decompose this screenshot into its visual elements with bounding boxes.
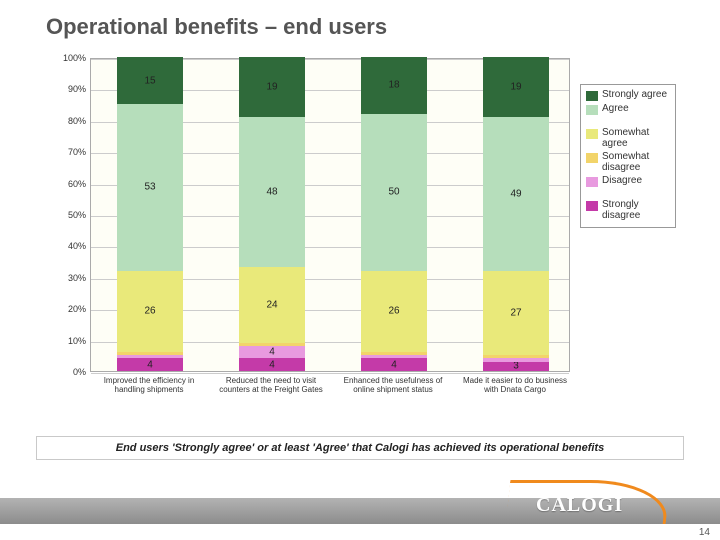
page-number: 14 xyxy=(699,527,710,538)
bar-segment: 4 xyxy=(239,358,305,371)
y-axis-tick: 50% xyxy=(50,210,86,220)
legend-swatch-icon xyxy=(586,201,598,211)
bar-segment: 24 xyxy=(239,267,305,342)
y-axis-tick: 60% xyxy=(50,179,86,189)
bar-value-label: 15 xyxy=(117,75,183,86)
brand-logo: CALOGI xyxy=(522,484,662,526)
bar-segment xyxy=(361,352,427,355)
legend-label: Somewhat agree xyxy=(602,127,670,149)
bar-value-label: 4 xyxy=(239,347,305,358)
legend-swatch-icon xyxy=(586,153,598,163)
y-axis-tick: 40% xyxy=(50,241,86,251)
legend-item: Strongly disagree xyxy=(586,199,670,221)
bar-value-label: 53 xyxy=(117,182,183,193)
grid-line xyxy=(91,373,569,374)
bar-segment: 4 xyxy=(239,346,305,359)
legend-item: Strongly agree xyxy=(586,89,670,101)
legend-item: Somewhat agree xyxy=(586,127,670,149)
legend-swatch-icon xyxy=(586,91,598,101)
bar-segment xyxy=(117,352,183,355)
bar-value-label: 4 xyxy=(117,359,183,370)
legend-label: Strongly disagree xyxy=(602,199,670,221)
bar-value-label: 4 xyxy=(239,359,305,370)
y-axis-tick: 90% xyxy=(50,84,86,94)
bar-value-label: 24 xyxy=(239,300,305,311)
x-axis-label: Enhanced the usefulness of online shipme… xyxy=(338,376,448,394)
bar-value-label: 49 xyxy=(483,188,549,199)
bar-segment: 15 xyxy=(117,57,183,104)
bar-segment: 18 xyxy=(361,57,427,114)
bar-segment xyxy=(483,355,549,358)
legend-label: Somewhat disagree xyxy=(602,151,670,173)
bar-segment: 26 xyxy=(361,271,427,353)
bar-segment: 4 xyxy=(117,358,183,371)
legend-swatch-icon xyxy=(586,129,598,139)
legend-item: Agree xyxy=(586,103,670,115)
bar-segment: 53 xyxy=(117,104,183,270)
y-axis-tick: 20% xyxy=(50,304,86,314)
bar-segment: 50 xyxy=(361,114,427,271)
caption-text: End users 'Strongly agree' or at least '… xyxy=(116,442,605,454)
legend-label: Strongly agree xyxy=(602,89,667,100)
bar-value-label: 3 xyxy=(483,361,549,372)
chart-legend: Strongly agree Agree Somewhat agreeSomewha… xyxy=(580,84,676,228)
bar-segment: 26 xyxy=(117,271,183,353)
logo-text: CALOGI xyxy=(536,494,623,517)
bar-value-label: 19 xyxy=(483,81,549,92)
y-axis-tick: 80% xyxy=(50,116,86,126)
legend-item: Disagree xyxy=(586,175,670,187)
y-axis-tick: 70% xyxy=(50,147,86,157)
bar-segment: 19 xyxy=(483,57,549,117)
bar-value-label: 4 xyxy=(361,359,427,370)
legend-gap xyxy=(586,189,670,199)
bar-value-label: 18 xyxy=(361,80,427,91)
bar-segment xyxy=(361,355,427,358)
bar-segment xyxy=(117,355,183,358)
y-axis-tick: 0% xyxy=(50,367,86,377)
bar-value-label: 19 xyxy=(239,81,305,92)
bar-column: 3 27 49 19 xyxy=(483,57,549,371)
bar-segment: 27 xyxy=(483,271,549,356)
chart-plot-area: 42653154424481942650183274919 xyxy=(90,58,570,372)
legend-swatch-icon xyxy=(586,177,598,187)
bar-value-label: 27 xyxy=(483,307,549,318)
bar-segment: 19 xyxy=(239,57,305,117)
bar-value-label: 48 xyxy=(239,187,305,198)
slide-title: Operational benefits – end users xyxy=(0,0,720,40)
legend-item: Somewhat disagree xyxy=(586,151,670,173)
x-axis-label: Reduced the need to visit counters at th… xyxy=(216,376,326,394)
x-axis-label: Made it easier to do business with Dnata… xyxy=(460,376,570,394)
y-axis-tick: 100% xyxy=(50,53,86,63)
bar-segment: 48 xyxy=(239,117,305,268)
legend-gap xyxy=(586,117,670,127)
y-axis-tick: 10% xyxy=(50,336,86,346)
y-axis-tick: 30% xyxy=(50,273,86,283)
x-axis-label: Improved the efficiency in handling ship… xyxy=(94,376,204,394)
legend-label: Disagree xyxy=(602,175,642,186)
bar-segment: 4 xyxy=(361,358,427,371)
bar-column: 4 26 50 18 xyxy=(361,57,427,371)
bar-column: 44 24 48 19 xyxy=(239,57,305,371)
chart-container: 42653154424481942650183274919 Strongly a… xyxy=(50,58,680,428)
caption-bar: End users 'Strongly agree' or at least '… xyxy=(36,436,684,460)
bar-segment xyxy=(483,358,549,361)
bar-value-label: 26 xyxy=(117,306,183,317)
bar-column: 4 26 53 15 xyxy=(117,57,183,371)
bar-value-label: 50 xyxy=(361,187,427,198)
bar-segment xyxy=(239,343,305,346)
bar-segment: 3 xyxy=(483,362,549,371)
bar-segment: 49 xyxy=(483,117,549,271)
legend-label: Agree xyxy=(602,103,629,114)
bar-value-label: 26 xyxy=(361,306,427,317)
legend-swatch-icon xyxy=(586,105,598,115)
